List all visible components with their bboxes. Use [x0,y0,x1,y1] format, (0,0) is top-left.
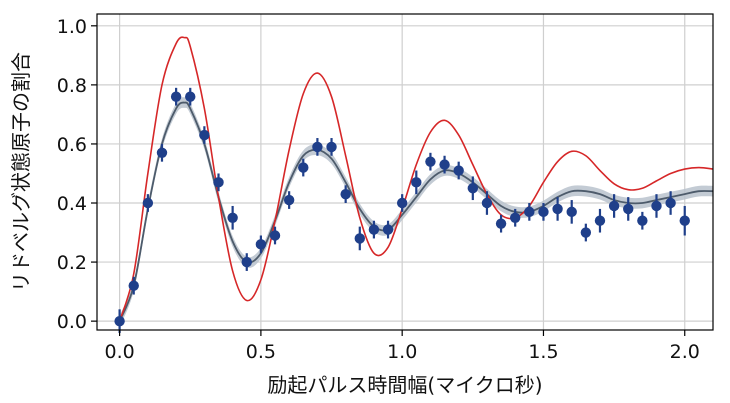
data-point [495,218,507,229]
x-tick-label: 2.0 [670,341,700,363]
data-point [651,200,662,212]
data-point [439,159,450,170]
data-point [213,177,224,188]
data-point [538,206,549,218]
data-points [114,87,690,333]
data-point [128,280,139,291]
y-tick-label: 0.2 [57,252,87,274]
x-tick-label: 0.5 [246,341,276,363]
data-point [552,203,563,215]
data-point [580,227,592,238]
data-point [510,212,521,223]
data-point [298,162,309,173]
data-point [411,177,422,188]
data-point [156,147,168,159]
data-point [354,233,365,244]
data-point [185,91,196,102]
data-point [312,141,323,153]
y-tick-label: 0.8 [57,75,87,97]
data-point [679,215,690,226]
data-point [396,197,408,209]
data-point [269,230,281,241]
data-point [368,224,380,235]
data-point [481,197,493,209]
grid [97,14,713,330]
data-point [255,239,267,250]
plot-frame [96,13,714,331]
x-axis-label: 励起パルス時間幅(マイクロ秒) [267,373,542,397]
y-axis-label: リドベルグ状態原子の割合 [9,52,33,292]
data-point [241,256,252,268]
data-point [326,141,337,153]
x-tick-label: 0.0 [104,341,134,363]
data-point [170,91,182,102]
x-tick-label: 1.0 [387,341,417,363]
data-point [227,212,238,223]
data-point [382,224,394,235]
data-point [665,197,676,209]
x-tick-label: 1.5 [528,341,558,363]
ticks: 0.0 0.5 1.0 1.5 2.0 0.0 0.2 0.4 0.6 0.8 1.0 [57,16,700,363]
data-point [425,156,436,167]
data-point [637,215,648,226]
data-point [524,206,535,218]
data-point [340,188,351,200]
data-point [142,197,154,209]
data-point [566,206,577,218]
y-tick-label: 0.4 [57,193,87,215]
data-point [283,194,295,206]
y-tick-label: 0.0 [57,311,87,333]
data-point [453,165,464,176]
data-point [623,203,634,215]
data-point [199,129,210,141]
y-tick-label: 0.6 [57,134,87,156]
y-tick-label: 1.0 [57,16,87,38]
data-point [467,183,479,194]
data-point [608,200,620,212]
data-point [594,215,606,226]
data-point [114,315,125,327]
